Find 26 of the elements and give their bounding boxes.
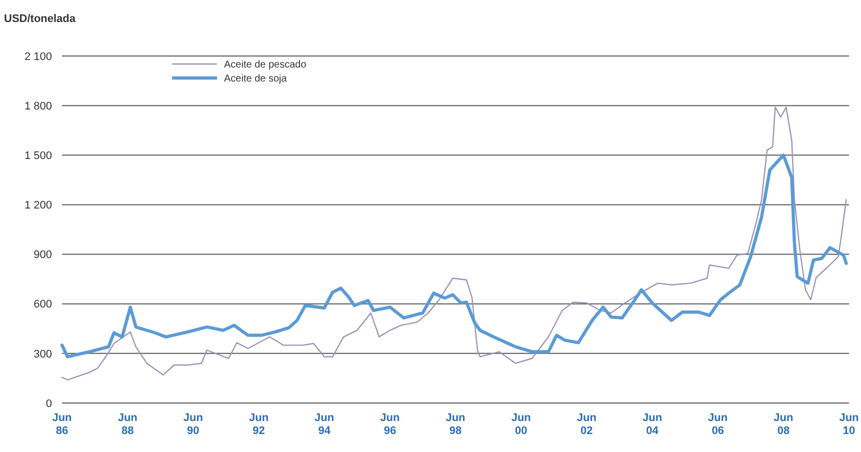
- x-tick-label: Jun 96: [380, 412, 400, 437]
- legend-label: Aceite de soja: [224, 74, 288, 84]
- x-tick-label: Jun 92: [249, 412, 269, 437]
- x-tick-label: Jun 88: [118, 412, 138, 437]
- x-tick-label: Jun 00: [511, 412, 532, 437]
- y-tick-label: 2 100: [24, 50, 52, 63]
- y-tick-label: 600: [34, 298, 52, 311]
- x-tick-label: Jun 94: [314, 412, 334, 437]
- legend-label: Aceite de pescado: [224, 60, 307, 70]
- x-tick-label: Jun 06: [708, 412, 728, 437]
- x-tick-label: Jun 98: [446, 412, 466, 437]
- x-tick-label: Jun 02: [576, 412, 597, 437]
- y-tick-label: 1 200: [24, 200, 52, 212]
- line-series: [61, 106, 847, 380]
- y-tick-label: 1 500: [24, 150, 52, 162]
- y-tick-label: 1 800: [24, 100, 52, 112]
- x-tick-label: Jun 86: [52, 412, 72, 437]
- y-tick-label: 300: [34, 348, 52, 360]
- x-tick-label: Jun 04: [642, 412, 662, 437]
- y-tick-label: 900: [34, 249, 52, 262]
- x-tick-label: Jun 08: [774, 412, 794, 437]
- x-tick-label: Jun 10: [839, 412, 860, 437]
- x-tick-label: Jun 90: [183, 412, 204, 437]
- y-tick-label: 0: [46, 398, 52, 410]
- y-axis-title: USD/tonelada: [4, 13, 76, 25]
- line-series: [60, 154, 848, 358]
